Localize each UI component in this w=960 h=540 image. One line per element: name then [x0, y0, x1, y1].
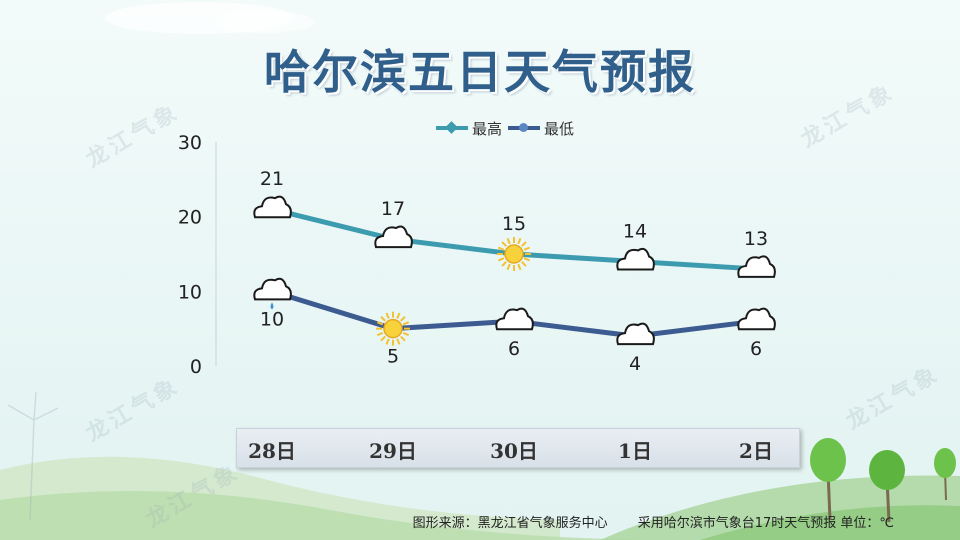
data-label-low: 4 [629, 353, 641, 375]
units-note: 采用哈尔滨市气象台17时天气预报 单位：℃ [637, 516, 894, 531]
data-label-high: 21 [260, 168, 284, 190]
data-label-high: 13 [744, 228, 768, 250]
cloud-icon [737, 255, 776, 278]
sun-icon [497, 237, 531, 271]
x-tick-label: 29日 [369, 439, 417, 463]
y-tick-label: 0 [190, 356, 202, 378]
source-note: 图形来源：黑龙江省气象服务中心 [412, 516, 608, 531]
cloud-icon [495, 307, 534, 331]
x-tick-label: 2日 [739, 439, 773, 463]
data-label-high: 14 [623, 220, 647, 242]
cloud-icon [616, 247, 655, 271]
legend-item-low: 最低 [508, 118, 574, 139]
legend-swatch-high [436, 121, 468, 134]
y-tick-label: 10 [178, 281, 202, 303]
data-label-low: 6 [750, 338, 762, 360]
cloud-icon [253, 195, 292, 219]
legend-label-low: 最低 [544, 119, 575, 138]
data-label-low: 10 [260, 308, 284, 330]
rain-cloud-icon [253, 277, 292, 310]
x-tick-label: 1日 [618, 439, 652, 463]
x-tick-label: 28日 [248, 439, 296, 463]
data-label-low: 6 [508, 338, 520, 360]
legend-swatch-low [508, 123, 541, 132]
y-tick-label: 20 [178, 207, 202, 229]
page-title: 哈尔滨五日天气预报 [264, 45, 696, 99]
chart-footer: 图形来源：黑龙江省气象服务中心 采用哈尔滨市气象台17时天气预报 单位：℃ [387, 512, 894, 531]
data-label-low: 5 [387, 346, 399, 368]
data-label-high: 15 [502, 213, 526, 235]
cloud-icon [374, 225, 413, 249]
legend-item-high: 最高 [436, 118, 502, 139]
sun-icon [376, 311, 410, 346]
x-tick-label: 30日 [490, 439, 538, 463]
y-tick-label: 30 [178, 132, 202, 154]
cloud-icon [616, 322, 655, 346]
cloud-icon [737, 307, 776, 331]
date-bar: 28日 29日 30日 1日 2日 [236, 428, 800, 468]
chart-legend: 最高 最低 [436, 116, 574, 140]
legend-label-high: 最高 [472, 119, 503, 138]
data-label-high: 17 [381, 198, 405, 220]
